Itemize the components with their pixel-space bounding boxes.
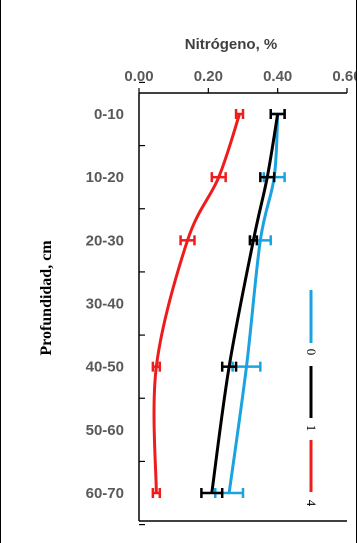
y-tick-label: 20-30 [86,232,124,249]
y-tick-label: 30-40 [86,296,124,313]
legend-label: 0 [304,349,319,356]
error-bar [269,109,286,119]
legend-item: 0 [304,290,319,355]
y-axis-title: Profundidad, cm [38,240,55,356]
series-line [227,113,280,494]
error-bar [259,172,276,183]
series-1 [200,109,286,498]
y-tick-label: 50-60 [86,422,124,439]
series-4 [151,109,245,498]
error-bar [200,488,224,498]
x-tick-label: 0.00 [124,68,153,85]
legend-label: 1 [304,425,319,432]
x-tick-label: 0.40 [263,68,292,85]
error-bar [151,361,162,372]
legend-label: 4 [304,500,319,507]
series-line [210,113,280,494]
legend-item: 4 [304,440,319,507]
y-tick-label: 10-20 [86,169,124,186]
y-tick-label: 0-10 [94,106,124,123]
error-bar [248,235,259,246]
series-0 [214,109,286,498]
error-bar [179,235,196,246]
error-bar [151,488,162,498]
x-tick-label: 0.20 [194,68,223,85]
error-bar [210,172,227,183]
legend-item: 1 [304,366,319,431]
x-tick-label: 0.60 [332,68,357,85]
error-bar [234,109,245,119]
x-axis-title: Nitrógeno, % [185,36,278,53]
y-tick-label: 40-50 [86,359,124,376]
error-bar [220,361,238,372]
y-tick-label: 60-70 [86,485,124,502]
series-line [152,113,241,494]
